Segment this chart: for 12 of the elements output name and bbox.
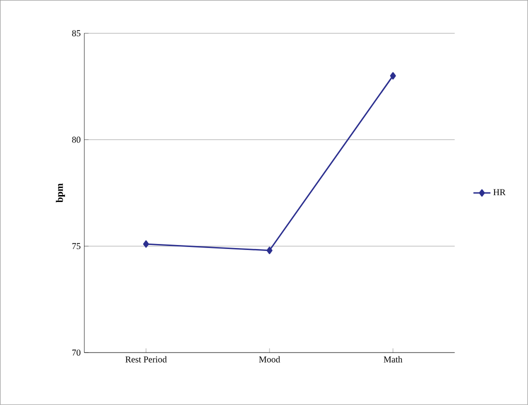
point [143, 240, 149, 248]
y-tick-label: 70 [72, 350, 80, 356]
x-tick-label: Mood [259, 356, 280, 363]
y-tick-label: 85 [72, 30, 80, 36]
y-tick-label: 75 [72, 243, 80, 250]
x-tick-label: Math [384, 356, 402, 363]
y-axis-title: bpm [56, 183, 65, 203]
point [390, 72, 396, 80]
x-tick-label: Rest Period [125, 356, 167, 363]
y-tick-label: 80 [72, 136, 80, 143]
point [266, 246, 272, 254]
legend-label: HR [493, 189, 506, 196]
